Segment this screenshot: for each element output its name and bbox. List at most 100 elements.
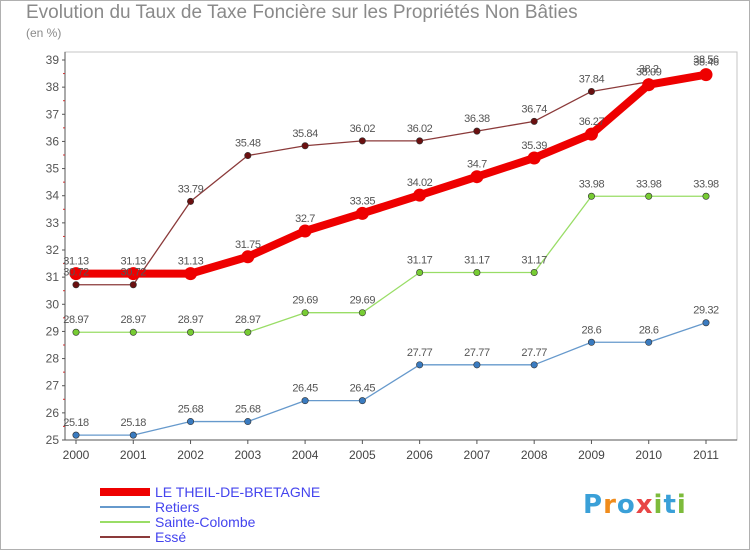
data-label-le-theil-de-bretagne: 36.27 — [579, 116, 605, 128]
legend-label: LE THEIL-DE-BRETAGNE — [155, 484, 321, 500]
logo-letter: x — [635, 490, 654, 520]
data-point-esse — [473, 127, 481, 135]
data-label-sainte-colombe: 31.17 — [407, 255, 433, 267]
y-tick-label: 30 — [46, 297, 60, 311]
data-label-le-theil-de-bretagne: 38.09 — [636, 67, 662, 79]
data-point-le-theil-de-bretagne — [642, 78, 656, 92]
logo-letter: o — [616, 490, 636, 520]
legend-swatch — [100, 488, 150, 496]
y-tick-label: 32 — [46, 243, 60, 257]
y-tick-label: 38 — [46, 80, 60, 94]
data-point-sainte-colombe — [587, 192, 595, 200]
y-tick-label: 33 — [46, 216, 60, 230]
proxiti-logo: Proxiti — [583, 490, 687, 520]
data-label-le-theil-de-bretagne: 34.02 — [407, 177, 433, 189]
data-point-le-theil-de-bretagne — [69, 267, 83, 281]
x-tick-label: 2000 — [63, 448, 90, 462]
data-point-sainte-colombe — [129, 328, 137, 336]
data-point-esse — [72, 281, 80, 289]
data-point-esse — [358, 137, 366, 145]
data-point-le-theil-de-bretagne — [413, 188, 427, 202]
data-label-retiers: 25.68 — [178, 404, 204, 416]
axes: 25 26 27 28 29 30 31 32 33 34 35 36 37 38 39 2000 2001 20… — [46, 51, 738, 462]
data-point-le-theil-de-bretagne — [184, 267, 198, 281]
data-label-le-theil-de-bretagne: 31.13 — [178, 256, 204, 268]
data-label-le-theil-de-bretagne: 32.7 — [295, 213, 315, 225]
data-label-esse: 36.02 — [350, 123, 376, 135]
y-tick-label: 36 — [46, 134, 60, 148]
data-point-esse — [187, 197, 195, 205]
series-line-le-theil-de-bretagne — [72, 70, 710, 278]
x-tick-label: 2006 — [406, 448, 433, 462]
logo-letter: i — [676, 490, 687, 520]
data-label-retiers: 28.6 — [639, 324, 659, 336]
data-point-le-theil-de-bretagne — [527, 151, 541, 165]
data-point-le-theil-de-bretagne — [241, 250, 255, 264]
data-point-retiers — [473, 361, 481, 369]
data-label-le-theil-de-bretagne: 38.46 — [693, 57, 719, 69]
data-label-esse: 35.48 — [235, 138, 261, 150]
x-tick-label: 2008 — [521, 448, 548, 462]
data-point-retiers — [530, 361, 538, 369]
series-line-esse — [75, 71, 707, 286]
legend-label: Essé — [155, 529, 187, 545]
data-point-retiers — [129, 431, 137, 439]
data-point-esse — [301, 142, 309, 150]
legend-swatch — [100, 506, 150, 508]
legend-swatch — [100, 536, 150, 538]
data-label-sainte-colombe: 33.98 — [579, 178, 605, 190]
data-label-esse: 30.72 — [63, 267, 89, 279]
data-label-le-theil-de-bretagne: 33.35 — [350, 195, 376, 207]
y-tick-label: 26 — [46, 406, 60, 420]
y-tick-label: 31 — [46, 270, 60, 284]
data-label-sainte-colombe: 29.69 — [292, 295, 318, 307]
data-label-sainte-colombe: 31.17 — [464, 255, 490, 267]
y-tick-label: 39 — [46, 53, 60, 67]
data-label-sainte-colombe: 28.97 — [63, 314, 89, 326]
data-point-retiers — [244, 418, 252, 426]
series-layer — [69, 68, 713, 439]
data-label-esse: 38.56 — [693, 54, 719, 66]
data-point-esse — [587, 87, 595, 95]
data-point-esse — [244, 152, 252, 160]
x-tick-label: 2007 — [464, 448, 491, 462]
data-label-retiers: 26.45 — [350, 383, 376, 395]
y-tick-label: 25 — [46, 433, 60, 447]
series-line-retiers — [75, 322, 707, 436]
data-label-sainte-colombe: 29.69 — [350, 295, 376, 307]
data-point-retiers — [358, 397, 366, 405]
data-label-esse: 33.79 — [178, 183, 204, 195]
data-label-retiers: 25.18 — [121, 417, 147, 429]
data-point-retiers — [587, 338, 595, 346]
data-labels: 30.72 30.72 33.79 35.48 35.84 36.02 36.02 36.38… — [63, 54, 719, 429]
chart-title: Evolution du Taux de Taxe Foncière sur l… — [26, 2, 578, 23]
data-point-esse — [129, 281, 137, 289]
logo-letter: t — [663, 490, 677, 520]
legend-label: Retiers — [155, 499, 200, 515]
data-point-esse — [530, 117, 538, 125]
data-label-le-theil-de-bretagne: 35.39 — [521, 140, 547, 152]
logo-letter: r — [603, 490, 617, 520]
data-point-retiers — [72, 431, 80, 439]
logo-letter: i — [653, 490, 664, 520]
data-point-le-theil-de-bretagne — [584, 127, 598, 141]
data-label-retiers: 29.32 — [693, 305, 719, 317]
data-point-le-theil-de-bretagne — [126, 267, 140, 281]
data-point-sainte-colombe — [702, 192, 710, 200]
data-label-retiers: 27.77 — [407, 347, 433, 359]
y-tick-label: 29 — [46, 324, 60, 338]
x-tick-label: 2005 — [349, 448, 376, 462]
data-label-retiers: 27.77 — [521, 347, 547, 359]
data-label-esse: 36.74 — [521, 103, 547, 115]
x-tick-label: 2010 — [635, 448, 662, 462]
data-label-retiers: 26.45 — [292, 383, 318, 395]
legend-label: Sainte-Colombe — [155, 514, 256, 530]
data-point-sainte-colombe — [473, 269, 481, 277]
data-label-le-theil-de-bretagne: 31.75 — [235, 239, 261, 251]
legend-swatch — [100, 521, 150, 523]
data-label-esse: 35.84 — [292, 128, 318, 140]
data-point-le-theil-de-bretagne — [470, 170, 484, 184]
data-point-sainte-colombe — [530, 269, 538, 277]
data-point-le-theil-de-bretagne — [699, 68, 713, 82]
